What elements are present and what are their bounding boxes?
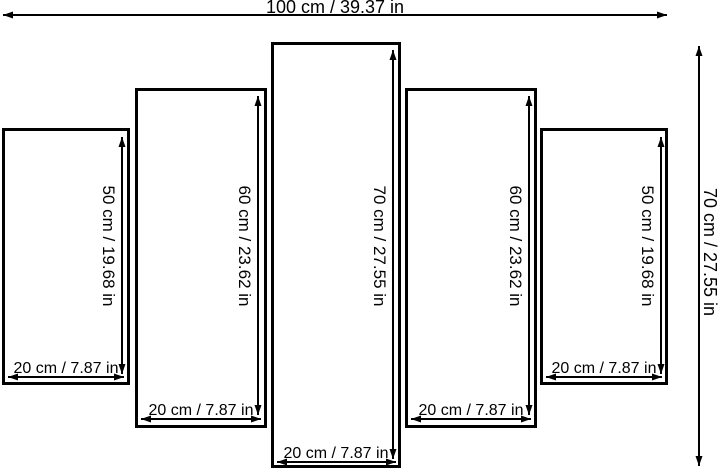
panel-1-height-label: 50 cm / 19.68 in — [99, 186, 118, 307]
panel-2-outline — [135, 88, 267, 428]
panel-1-outline — [2, 128, 130, 385]
panel-3-width-label: 20 cm / 7.87 in — [284, 445, 389, 462]
panel-5-width-label: 20 cm / 7.87 in — [552, 360, 657, 377]
panel-2: 60 cm / 23.62 in 20 cm / 7.87 in — [135, 88, 267, 428]
panel-2-width-label: 20 cm / 7.87 in — [149, 402, 254, 419]
panel-4-outline — [405, 88, 537, 428]
panel-1-width-label: 20 cm / 7.87 in — [14, 360, 119, 377]
panel-3: 70 cm / 27.55 in 20 cm / 7.87 in — [271, 42, 401, 468]
panel-4-height-label: 60 cm / 23.62 in — [506, 186, 525, 307]
panel-3-height-label: 70 cm / 27.55 in — [370, 186, 389, 307]
panel-5-height-label: 50 cm / 19.68 in — [638, 186, 657, 307]
panel-2-height-label: 60 cm / 23.62 in — [235, 186, 254, 307]
total-height-label: 70 cm / 27.55 in — [700, 188, 720, 316]
total-width-label: 100 cm / 39.37 in — [266, 0, 404, 17]
panel-5-outline — [540, 128, 668, 385]
panel-5: 50 cm / 19.68 in 20 cm / 7.87 in — [540, 128, 668, 385]
panel-4: 60 cm / 23.62 in 20 cm / 7.87 in — [405, 88, 537, 428]
panel-3-outline — [271, 42, 401, 468]
panel-1: 50 cm / 19.68 in 20 cm / 7.87 in — [2, 128, 130, 385]
panel-4-width-label: 20 cm / 7.87 in — [419, 402, 524, 419]
